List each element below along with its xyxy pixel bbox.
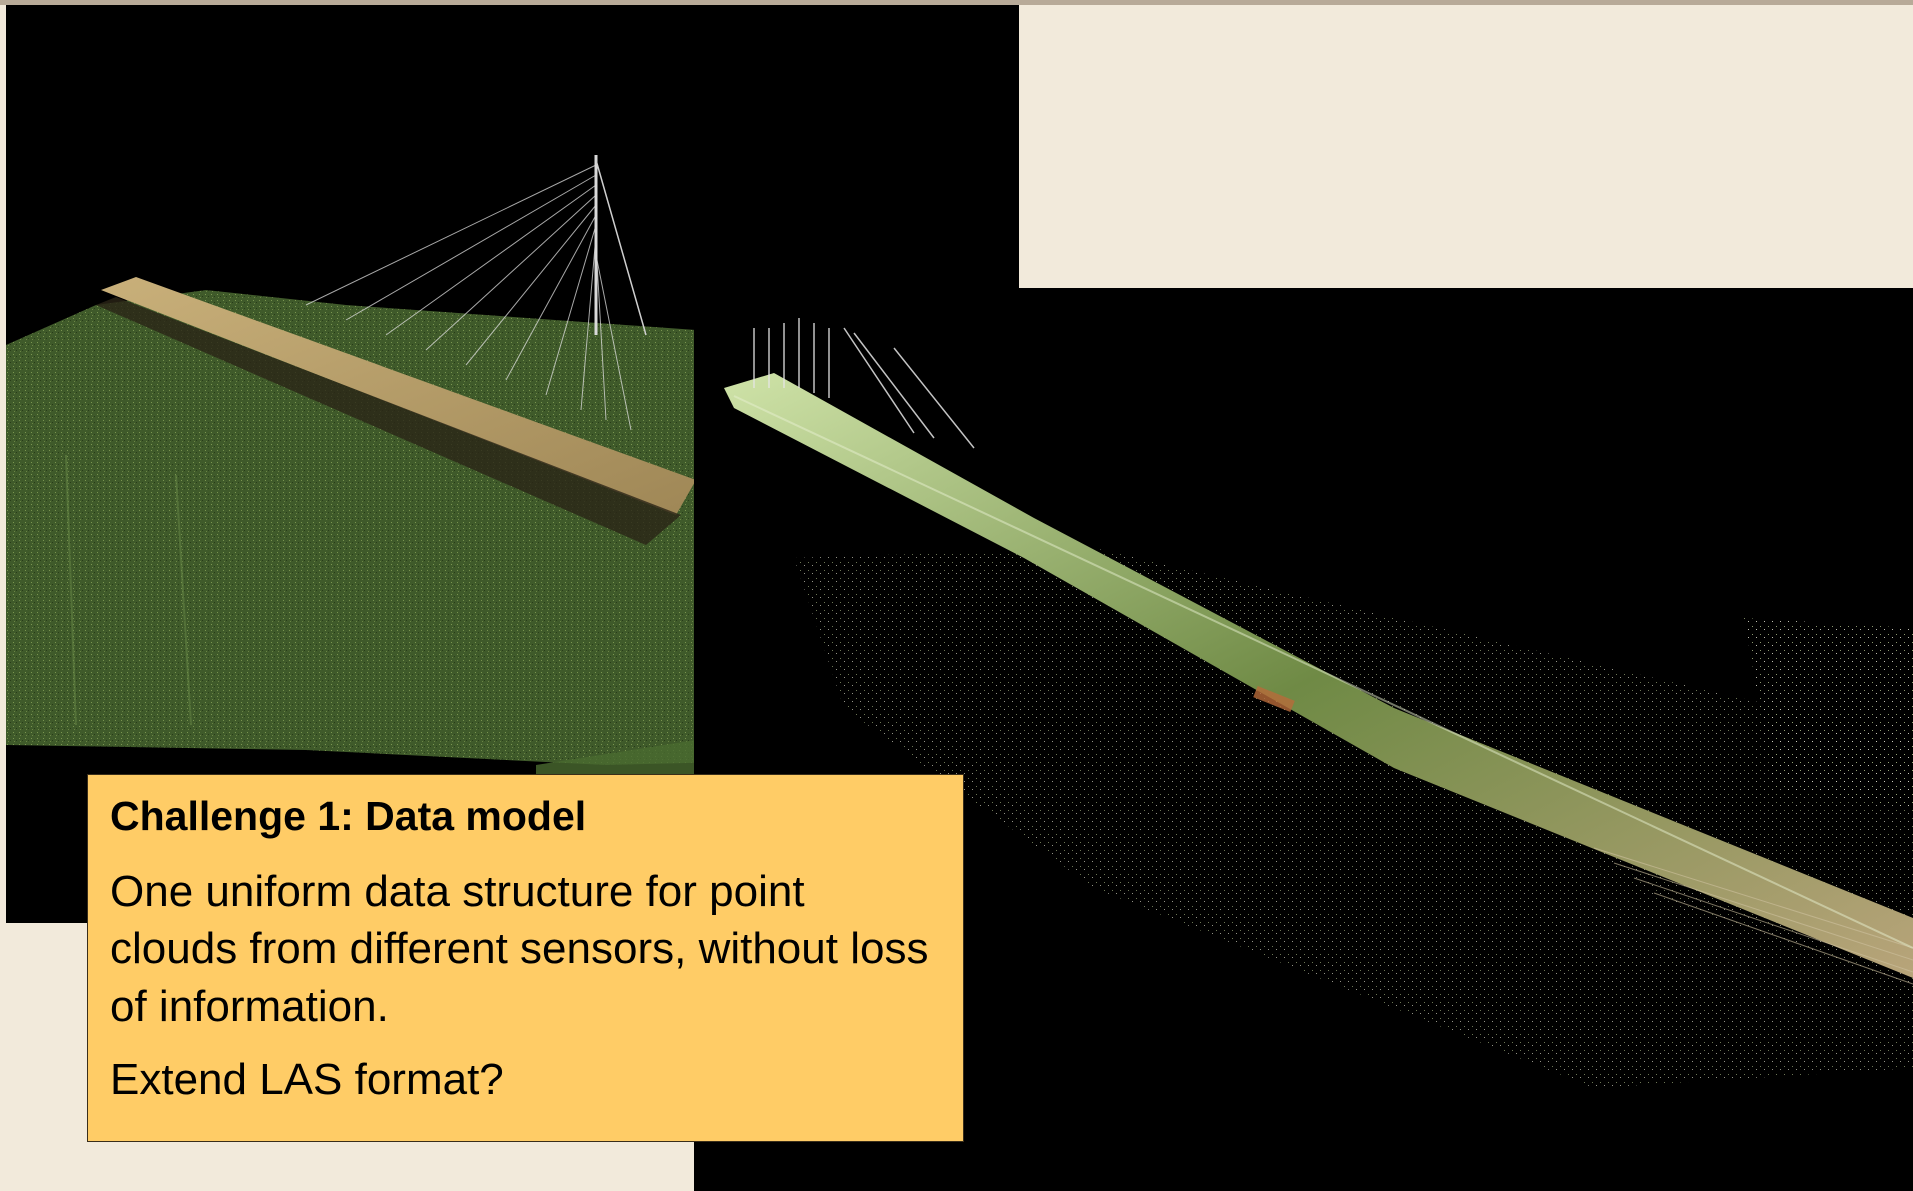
callout-question: Extend LAS format? xyxy=(110,1054,504,1104)
callout-title: Challenge 1: Data model xyxy=(110,793,587,839)
top-border xyxy=(0,0,1913,5)
callout-body: One uniform data structure for point clo… xyxy=(110,867,929,1031)
challenge-callout: Challenge 1: Data model One uniform data… xyxy=(87,774,964,1142)
background-panel xyxy=(1019,5,1913,288)
